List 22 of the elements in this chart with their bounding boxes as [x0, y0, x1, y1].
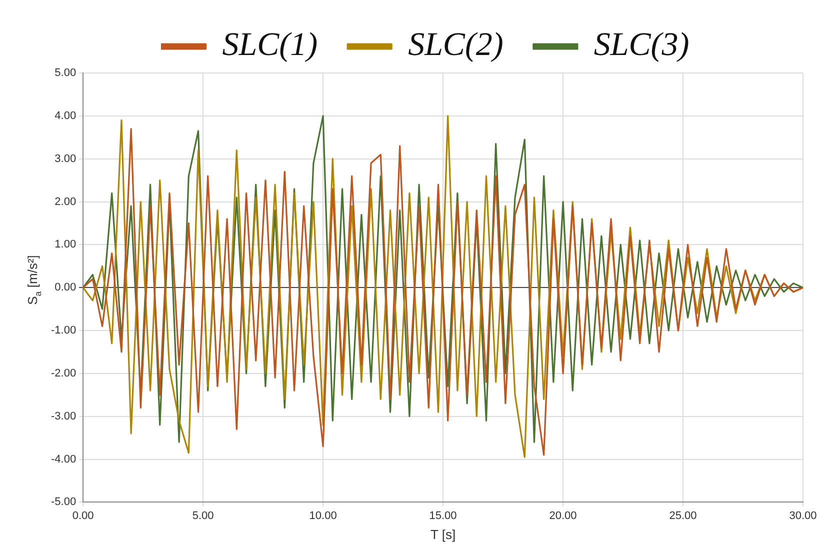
- legend-label: SLC(3): [594, 27, 690, 64]
- y-tick-label: 4.00: [54, 110, 76, 122]
- x-tick-label: 30.00: [789, 510, 817, 522]
- y-tick-label: 5.00: [54, 67, 76, 80]
- y-tick-label: 3.00: [54, 152, 76, 165]
- x-tick-label: 20.00: [549, 510, 577, 522]
- y-tick-label: -2.00: [50, 367, 76, 380]
- y-tick-label: -1.00: [50, 324, 76, 337]
- y-tick-label: -5.00: [50, 496, 76, 508]
- x-tick-label: 0.00: [72, 510, 94, 522]
- x-axis-title: T [s]: [430, 526, 456, 542]
- legend-label: SLC(1): [222, 27, 318, 64]
- x-tick-label: 5.00: [192, 510, 214, 522]
- x-tick-label: 25.00: [669, 510, 697, 522]
- legend-label: SLC(2): [408, 27, 504, 64]
- y-tick-label: 2.00: [54, 196, 76, 208]
- y-tick-label: 0.00: [54, 282, 76, 294]
- y-tick-label: -3.00: [50, 410, 76, 422]
- y-tick-label: 1.00: [54, 238, 76, 251]
- y-tick-label: -4.00: [50, 453, 76, 466]
- x-tick-label: 10.00: [309, 510, 337, 522]
- x-tick-label: 15.00: [429, 510, 457, 522]
